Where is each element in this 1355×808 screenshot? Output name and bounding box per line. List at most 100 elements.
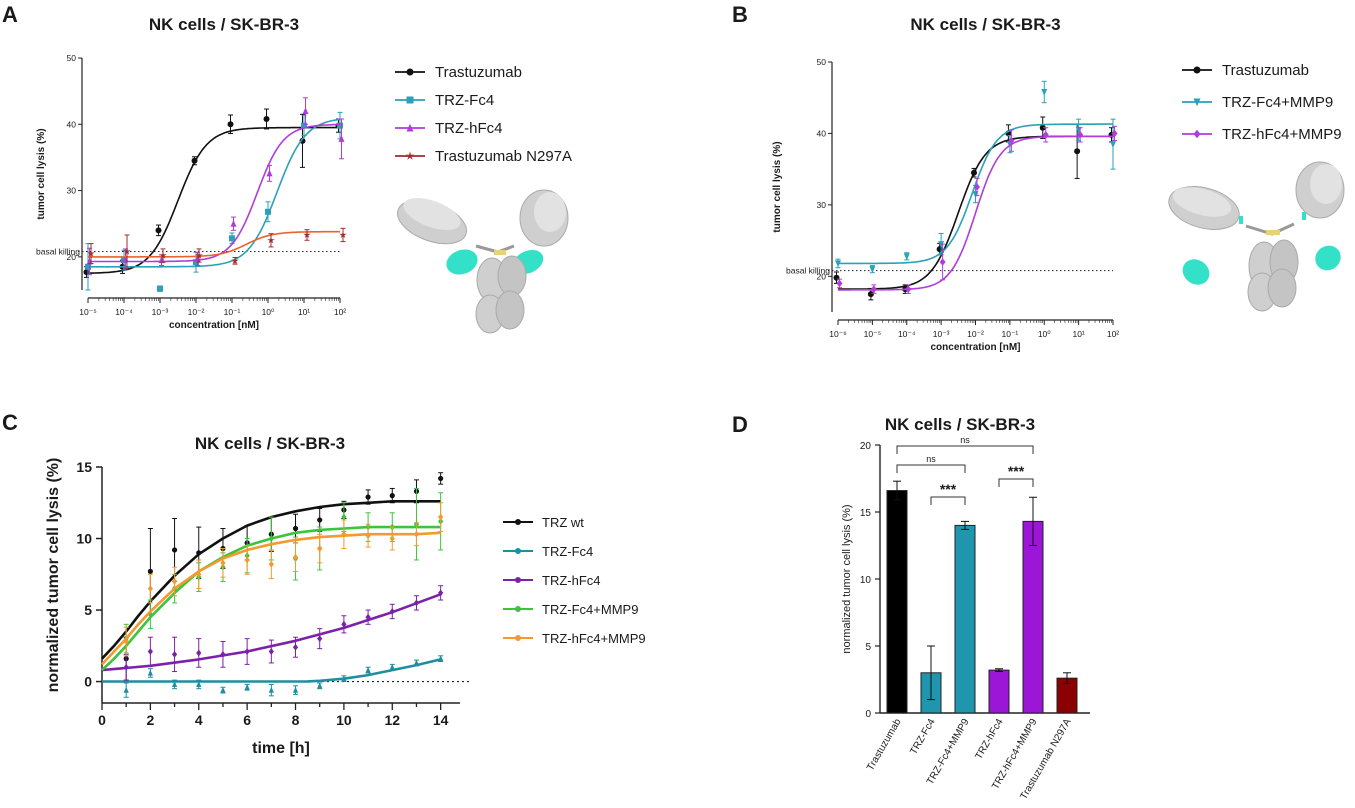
data-point xyxy=(389,493,395,499)
chart-title: NK cells / SK-BR-3 xyxy=(195,434,345,453)
legend-label: TRZ-Fc4+MMP9 xyxy=(1222,94,1333,111)
x-tick-label: 2 xyxy=(146,712,154,728)
data-point xyxy=(389,608,395,615)
y-tick-label: 30 xyxy=(67,186,77,196)
data-point xyxy=(171,578,178,585)
data-point xyxy=(191,157,198,164)
data-point xyxy=(905,285,912,293)
chart-title: NK cells / SK-BR-3 xyxy=(885,415,1035,434)
data-point xyxy=(195,251,203,259)
x-tick-label: 4 xyxy=(195,712,203,728)
legend-marker xyxy=(406,123,414,132)
data-point xyxy=(123,247,131,255)
data-point xyxy=(155,227,162,234)
legend-marker xyxy=(515,635,521,641)
x-tick-label: 10⁻¹ xyxy=(224,307,241,317)
x-tick-label: 6 xyxy=(243,712,251,728)
chart-b: NK cells / SK-BR-3 20 30 40 50 10⁻⁶ 10⁻⁵ 10⁻⁴ 10… xyxy=(772,15,1342,353)
data-point xyxy=(337,122,343,129)
x-axis-label: concentration [nM] xyxy=(169,320,259,331)
data-point xyxy=(1042,131,1049,139)
data-point xyxy=(171,650,178,658)
x-tick-label: 10⁻¹ xyxy=(1001,329,1018,339)
basal-killing-label: basal killing xyxy=(786,266,830,276)
legend-label: TRZ-hFc4+MMP9 xyxy=(542,631,646,646)
basal-killing-label: basal killing xyxy=(36,247,80,257)
panel-label-d: D xyxy=(732,412,748,437)
data-point xyxy=(268,686,274,693)
data-point xyxy=(317,545,323,552)
x-tick-label: 10⁻⁵ xyxy=(864,329,881,339)
data-point xyxy=(939,258,946,266)
y-tick-label: 0 xyxy=(865,709,871,720)
fit-curve xyxy=(88,123,341,263)
legend-label: Trastuzumab xyxy=(435,64,522,81)
data-point xyxy=(292,643,299,651)
data-point xyxy=(870,285,877,293)
data-point xyxy=(341,530,347,538)
y-tick-label: 5 xyxy=(84,602,92,618)
bar xyxy=(988,669,1010,714)
data-point xyxy=(303,231,311,239)
fit-curve xyxy=(88,118,341,268)
data-point xyxy=(220,559,226,567)
data-point xyxy=(268,648,274,655)
significance-bracket xyxy=(930,496,966,505)
legend-marker xyxy=(1193,66,1201,74)
data-point xyxy=(301,122,307,129)
y-tick-label: 20 xyxy=(860,441,872,452)
data-point xyxy=(438,475,444,482)
x-axis-label: concentration [nM] xyxy=(931,342,1021,353)
data-point xyxy=(1041,89,1048,96)
data-point xyxy=(339,231,347,239)
antibody-cleaved-illustration xyxy=(1168,161,1345,312)
data-point xyxy=(244,648,250,655)
data-point xyxy=(1039,124,1046,131)
data-point xyxy=(157,285,163,292)
x-axis-label: time [h] xyxy=(252,740,310,757)
significance-bracket xyxy=(896,445,1034,454)
legend-label: TRZ wt xyxy=(542,515,584,530)
bar xyxy=(886,490,908,714)
y-tick-label: 40 xyxy=(817,128,827,138)
x-tick-label: 12 xyxy=(384,712,400,728)
antibody-intact-illustration xyxy=(397,189,569,334)
y-tick-label: 15 xyxy=(860,508,872,519)
data-point xyxy=(833,274,840,281)
x-tick-label: 8 xyxy=(292,712,300,728)
data-point xyxy=(365,613,371,621)
data-point xyxy=(438,513,444,521)
data-point xyxy=(389,535,395,542)
data-point xyxy=(341,620,347,628)
panel-label-b: B xyxy=(732,2,748,27)
data-point xyxy=(193,259,199,266)
legend-marker xyxy=(515,577,521,583)
legend-label: Trastuzumab N297A xyxy=(435,148,572,165)
data-point xyxy=(196,550,202,556)
fit-curve xyxy=(838,135,1113,291)
data-point xyxy=(147,648,153,655)
fit-curve xyxy=(87,126,340,274)
y-tick-label: 50 xyxy=(817,57,827,67)
fit-curve xyxy=(102,658,441,683)
x-tick-label: 10 xyxy=(336,712,352,728)
data-point xyxy=(292,553,299,561)
data-point xyxy=(413,659,420,666)
data-point xyxy=(123,638,129,645)
x-tick-label: 10⁻⁵ xyxy=(79,307,96,317)
data-point xyxy=(263,115,270,122)
y-tick-label: 10 xyxy=(76,531,92,547)
legend-marker xyxy=(515,606,521,612)
legend-marker xyxy=(515,519,521,525)
significance-bracket xyxy=(998,478,1034,487)
data-point xyxy=(365,532,371,540)
y-axis-label: normalized tumor cell lysis (%) xyxy=(45,458,62,693)
data-point xyxy=(341,513,347,521)
data-point xyxy=(438,589,444,597)
data-point xyxy=(317,682,323,689)
significance-label: *** xyxy=(1008,463,1025,479)
legend-label: TRZ-hFc4 xyxy=(435,120,503,137)
data-point xyxy=(413,530,420,538)
data-point xyxy=(231,256,239,264)
data-point xyxy=(268,560,274,568)
